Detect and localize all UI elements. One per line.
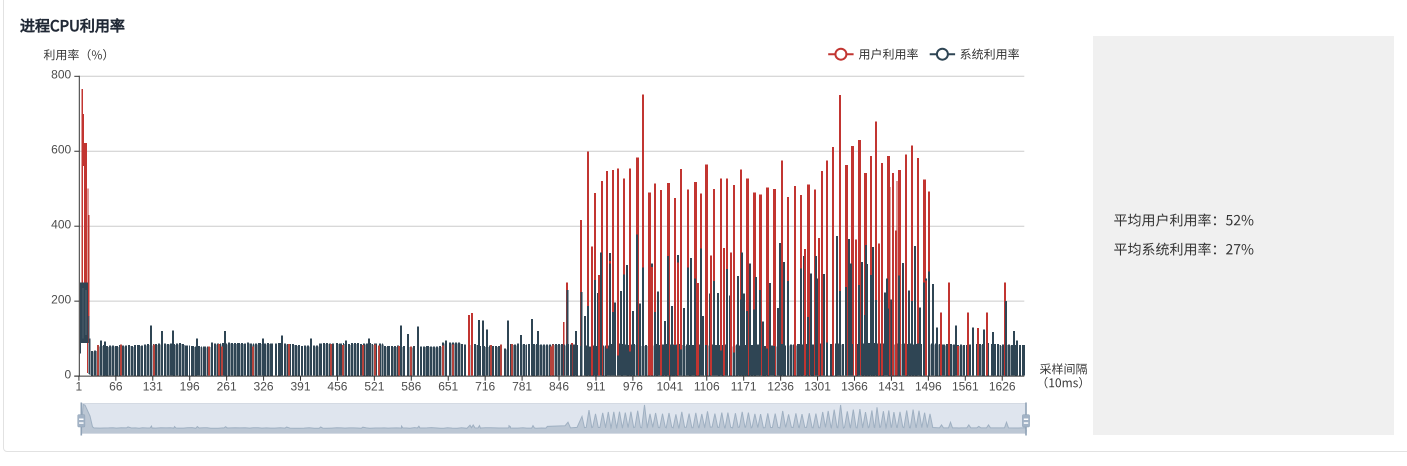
svg-text:0: 0 xyxy=(65,368,72,382)
svg-text:1561: 1561 xyxy=(952,379,979,393)
svg-text:1366: 1366 xyxy=(841,379,868,393)
svg-text:781: 781 xyxy=(512,379,532,393)
svg-text:1: 1 xyxy=(76,379,83,393)
svg-text:391: 391 xyxy=(290,379,310,393)
svg-text:1171: 1171 xyxy=(731,379,757,393)
svg-text:1106: 1106 xyxy=(694,379,720,393)
svg-text:911: 911 xyxy=(586,379,605,393)
svg-text:846: 846 xyxy=(549,379,569,393)
svg-text:66: 66 xyxy=(109,379,123,393)
svg-text:800: 800 xyxy=(51,68,71,82)
svg-text:600: 600 xyxy=(51,143,71,157)
svg-text:196: 196 xyxy=(180,379,200,393)
svg-text:1236: 1236 xyxy=(767,379,794,393)
svg-text:976: 976 xyxy=(623,379,643,393)
svg-text:586: 586 xyxy=(401,379,421,393)
svg-text:400: 400 xyxy=(51,218,71,232)
svg-text:521: 521 xyxy=(364,379,384,393)
svg-text:1626: 1626 xyxy=(989,379,1016,393)
svg-text:1431: 1431 xyxy=(878,379,905,393)
svg-text:1041: 1041 xyxy=(656,379,683,393)
svg-text:651: 651 xyxy=(438,379,458,393)
svg-text:1496: 1496 xyxy=(915,379,942,393)
svg-text:326: 326 xyxy=(254,379,274,393)
svg-text:716: 716 xyxy=(475,379,495,393)
svg-text:131: 131 xyxy=(143,379,163,393)
svg-text:261: 261 xyxy=(217,379,237,393)
svg-text:1301: 1301 xyxy=(804,379,831,393)
svg-text:456: 456 xyxy=(327,379,347,393)
svg-text:200: 200 xyxy=(51,293,71,307)
